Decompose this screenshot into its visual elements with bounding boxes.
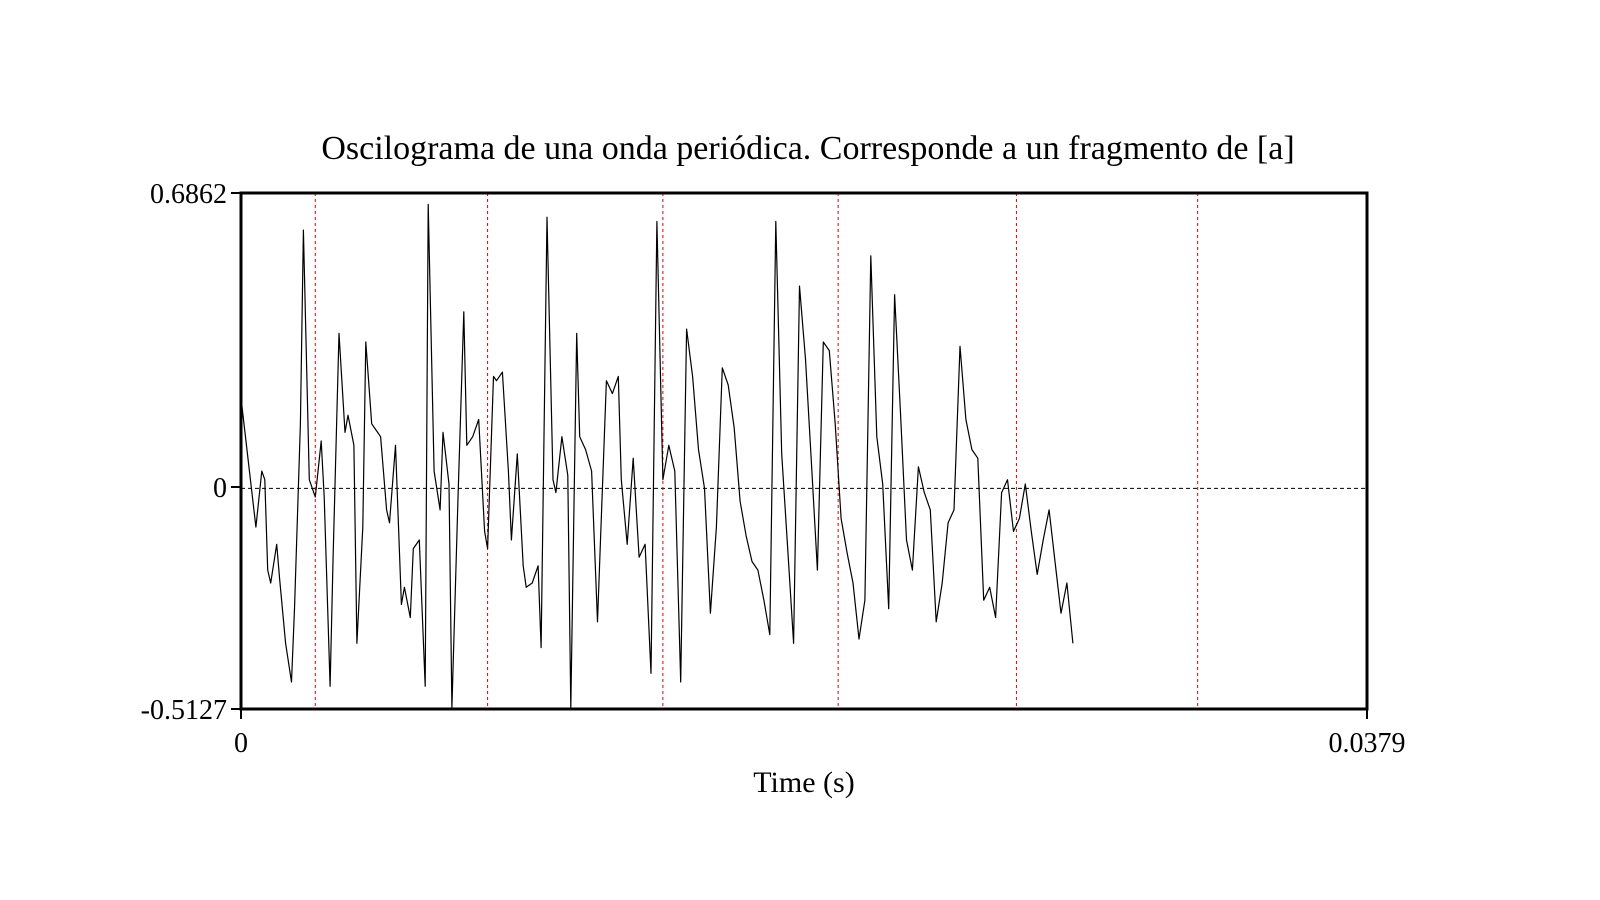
y-tick-label-min: -0.5127 [141, 695, 227, 726]
x-tick-label-end: 0.0379 [1329, 728, 1406, 759]
chart-title: Oscilograma de una onda periódica. Corre… [321, 130, 1294, 167]
y-tick-label-max: 0.6862 [150, 179, 227, 210]
x-axis-label: Time (s) [753, 766, 854, 799]
x-tick-label-start: 0 [234, 728, 248, 759]
plot-frame [239, 191, 1369, 711]
y-tick-label-zero: 0 [213, 473, 227, 504]
series-line-waveform [240, 203, 1074, 709]
